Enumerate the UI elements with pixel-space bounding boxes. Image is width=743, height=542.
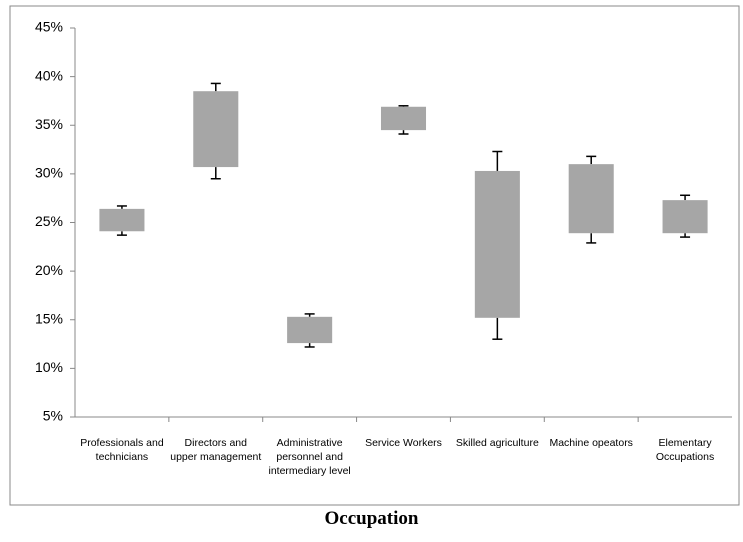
x-axis-label: Occupation [324, 508, 419, 529]
box [474, 170, 520, 318]
y-tick-label: 20% [35, 262, 63, 278]
y-tick-label: 40% [35, 67, 63, 83]
box [193, 91, 239, 168]
box [99, 208, 145, 232]
box [287, 316, 333, 344]
x-tick-label: Elementary Occupations [655, 437, 715, 463]
y-tick-label: 45% [35, 19, 63, 35]
y-tick-label: 5% [43, 408, 63, 424]
x-tick-label: Professionals and technicians [80, 437, 164, 463]
y-tick-label: 35% [35, 116, 63, 132]
box [380, 106, 427, 131]
y-tick-label: 30% [35, 165, 63, 181]
x-tick-label: Skilled agriculture [455, 437, 539, 449]
y-tick-label: 15% [35, 310, 63, 326]
box [662, 200, 708, 234]
x-tick-label: Service Workers [365, 437, 442, 449]
y-tick-label: 10% [35, 359, 63, 375]
chart-frame [9, 5, 740, 506]
x-tick-label: Machine opeators [549, 437, 633, 449]
x-tick-label: Directors and upper management [170, 437, 262, 463]
box [568, 164, 614, 234]
y-tick-label: 25% [35, 213, 63, 229]
x-tick-label: Administrative personnel and intermediar… [268, 437, 351, 477]
